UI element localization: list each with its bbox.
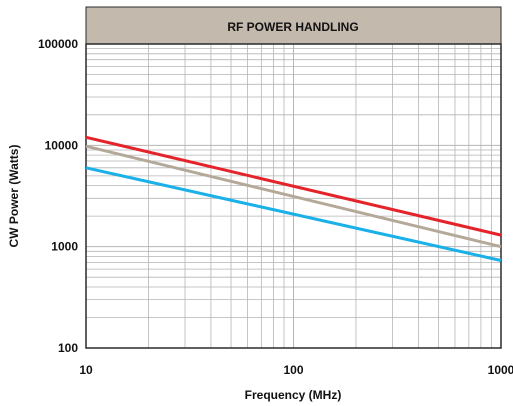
title-band (85, 6, 502, 45)
y-tick-label: 100 (58, 341, 78, 355)
y-tick-label: 100000 (38, 37, 78, 51)
y-tick-label: 10000 (45, 138, 79, 152)
x-tick-label: 100 (283, 363, 303, 377)
y-tick-label: 1000 (51, 240, 78, 254)
series-line-3 (85, 166, 502, 262)
x-axis-label: Frequency (MHz) (245, 388, 342, 402)
chart-title: RF POWER HANDLING (227, 20, 358, 34)
x-tick-label: 1000 (488, 363, 513, 377)
x-tick-label: 10 (79, 363, 93, 377)
series-line-2 (85, 144, 502, 249)
series-line-1 (85, 135, 502, 237)
y-axis-label: CW Power (Watts) (7, 145, 21, 248)
series-layer (85, 135, 502, 262)
plot-frame (85, 43, 502, 349)
